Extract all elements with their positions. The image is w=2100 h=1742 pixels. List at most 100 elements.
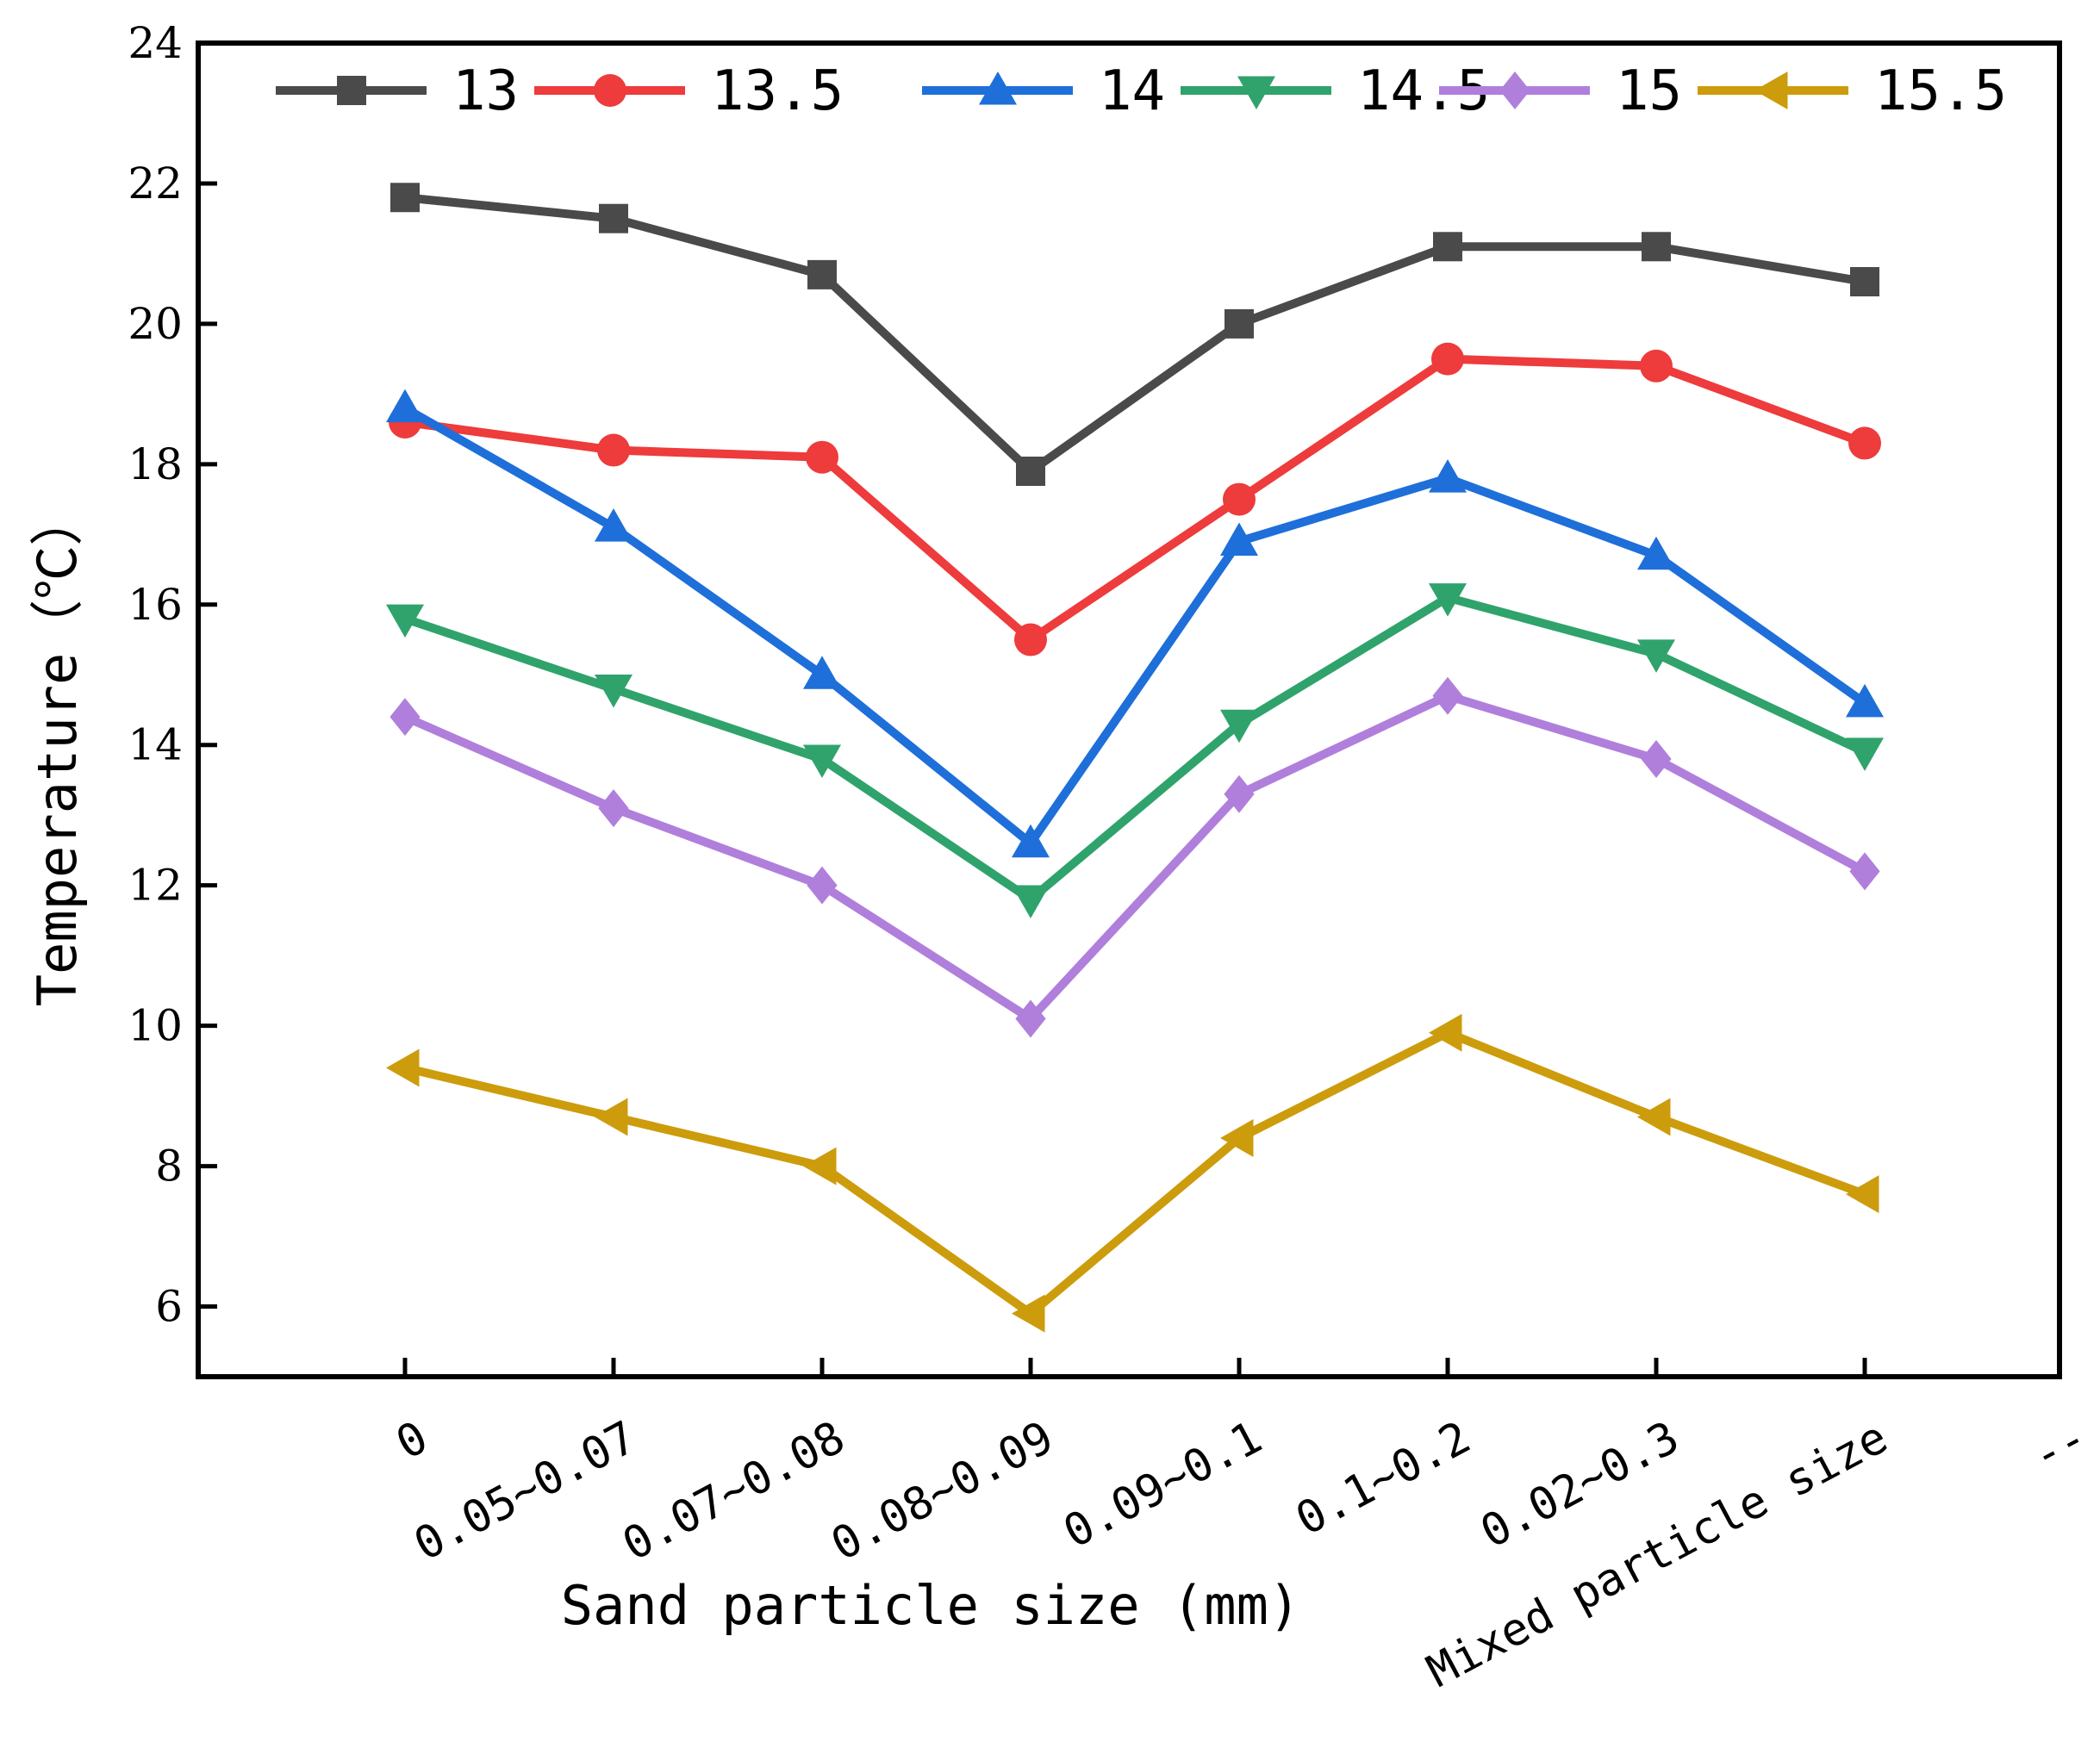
data-point: [1637, 639, 1675, 673]
data-point: [1848, 426, 1881, 460]
data-point: [1429, 459, 1467, 493]
data-point: [1220, 709, 1258, 743]
data-point: [598, 789, 629, 828]
data-point: [1850, 267, 1879, 297]
data-point: [1016, 456, 1045, 486]
legend-item: 14: [922, 59, 1165, 123]
data-point: [390, 183, 420, 213]
data-point: [1846, 1175, 1879, 1214]
plot-frame: [196, 40, 2062, 1379]
series-line: [404, 354, 1866, 644]
series-line: [403, 1028, 1866, 1318]
data-point: [1641, 740, 1672, 779]
data-point: [1431, 342, 1464, 376]
data-point: [1224, 775, 1255, 813]
series-13-5: [389, 342, 1881, 656]
data-point: [807, 259, 837, 289]
data-point: [803, 656, 841, 689]
data-point: [1429, 1013, 1462, 1052]
legend-marker: [1499, 72, 1530, 109]
legend: 13 13.5 14 14.5 15 15.5: [276, 59, 2007, 123]
legend-marker: [594, 74, 626, 107]
x-tick-label: 0.05~0.07: [406, 1412, 645, 1571]
data-point: [1429, 583, 1467, 617]
legend-marker: [337, 76, 366, 105]
legend-item: 15.5: [1698, 59, 2007, 123]
legend-label: 15.5: [1874, 59, 2007, 123]
x-tick-label: 0.08~0.09: [823, 1412, 1062, 1571]
data-point: [1849, 852, 1880, 891]
data-point: [1224, 308, 1254, 339]
data-point: [1640, 349, 1673, 383]
data-point: [803, 1147, 837, 1185]
x-tick-label: 0: [388, 1412, 436, 1471]
legend-label: 14: [1099, 59, 1165, 123]
x-tick-label-trailing: --: [2024, 1412, 2096, 1483]
data-point: [1223, 482, 1256, 516]
y-tick-label: 24: [128, 18, 183, 68]
y-tick-label: 14: [128, 720, 183, 770]
data-point: [1220, 1118, 1254, 1157]
y-tick-label: 22: [128, 159, 183, 208]
series-line: [404, 193, 1866, 476]
data-point: [1012, 885, 1050, 918]
series-group: [386, 183, 1884, 1333]
data-point: [1637, 536, 1675, 570]
data-point: [1846, 737, 1884, 771]
data-point: [595, 508, 632, 542]
legend-marker: [1237, 76, 1275, 109]
data-point: [1012, 824, 1050, 858]
y-axis: 6 8 10 12 14 16 18 20 22 24: [128, 18, 217, 1332]
legend-label: 13.5: [711, 59, 844, 123]
legend-marker: [1754, 72, 1788, 109]
data-point: [386, 604, 424, 638]
data-point: [1433, 232, 1462, 262]
y-tick-label: 20: [128, 299, 183, 349]
data-point: [389, 698, 421, 737]
y-tick-label: 8: [155, 1142, 183, 1191]
data-point: [1012, 1294, 1045, 1333]
data-point: [1220, 522, 1258, 556]
series-14-5: [386, 583, 1884, 918]
data-point: [803, 744, 841, 779]
y-tick-label: 6: [155, 1282, 183, 1332]
data-point: [597, 433, 630, 467]
y-tick-label: 18: [128, 439, 183, 489]
y-tick-label: 12: [128, 861, 183, 911]
x-tick-label: 0.07~0.08: [614, 1412, 853, 1571]
x-tick-label: 0.1~0.2: [1287, 1412, 1479, 1546]
series-line: [402, 404, 1867, 848]
x-axis: 00.05~0.070.07~0.080.08~0.090.09~0.1 0.1~…: [388, 1358, 2096, 1698]
series-15: [389, 676, 1880, 1038]
legend-item: 15: [1439, 59, 1682, 123]
data-point: [386, 1048, 420, 1087]
legend-marker: [979, 72, 1017, 105]
data-point: [595, 675, 632, 708]
legend-item: 13.5: [534, 59, 844, 123]
data-point: [1637, 1098, 1671, 1136]
data-point: [1846, 683, 1884, 718]
data-point: [1014, 623, 1047, 656]
series-13: [390, 183, 1879, 486]
data-point: [595, 1098, 628, 1136]
series-15-5: [386, 1013, 1879, 1333]
data-point: [599, 203, 628, 233]
data-point: [386, 389, 424, 423]
y-tick-label: 16: [128, 580, 183, 630]
series-line: [402, 691, 1867, 1023]
x-axis-title: Sand particle size (mm): [561, 1574, 1301, 1637]
data-point: [1642, 232, 1671, 262]
data-point: [807, 866, 838, 905]
data-point: [1432, 676, 1463, 715]
legend-label: 13: [452, 59, 519, 123]
legend-label: 15: [1616, 59, 1682, 123]
series-14: [386, 389, 1884, 858]
legend-item: 13: [276, 59, 519, 123]
series-line: [403, 593, 1867, 904]
data-point: [1015, 999, 1046, 1038]
y-axis-title: Temperature（℃）: [26, 493, 89, 1007]
y-tick-label: 10: [128, 1001, 183, 1051]
data-point: [806, 440, 838, 474]
x-tick-label: 0.09~0.1: [1056, 1412, 1270, 1559]
